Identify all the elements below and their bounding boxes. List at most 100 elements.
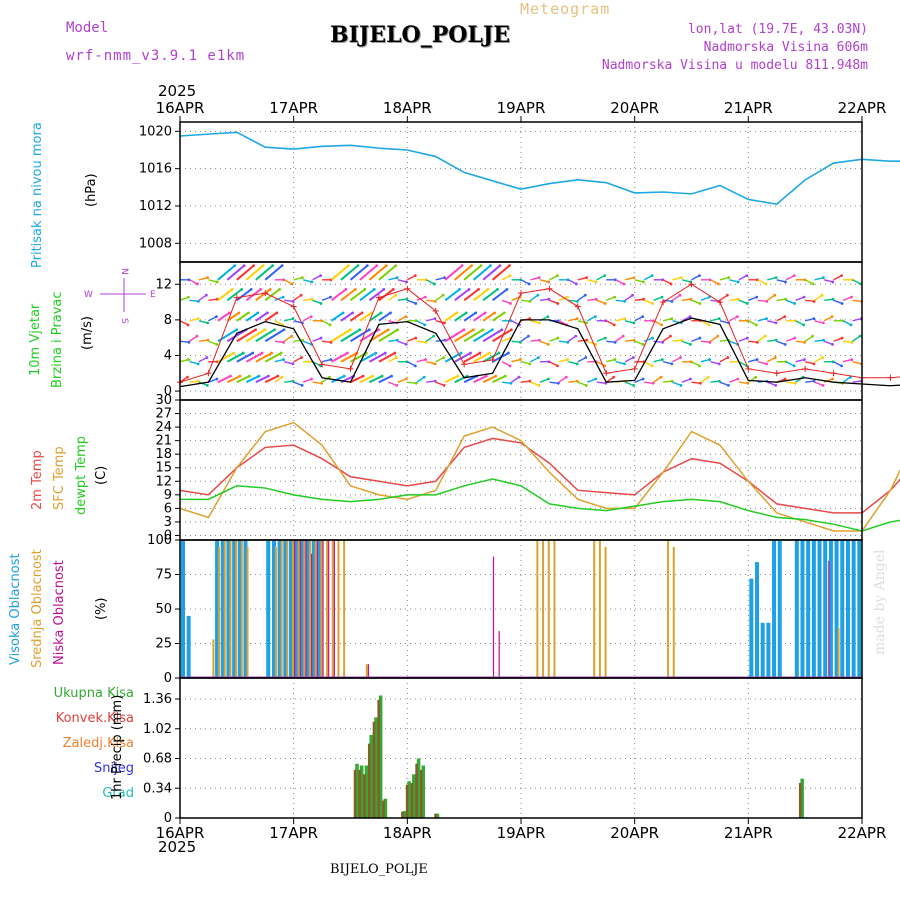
cloud-mid-bar <box>212 639 215 678</box>
wind-arrow-head <box>374 351 378 355</box>
precip-conv-bar <box>415 763 418 818</box>
day-label-bottom: 18APR <box>383 824 432 842</box>
wind-arrow-head <box>820 293 824 297</box>
wind-arrow-head <box>252 264 256 268</box>
wind-arrow <box>387 294 397 301</box>
wind-arrow <box>312 299 322 305</box>
wind-arrow-head <box>442 356 446 359</box>
y-tick-label: 25 <box>155 637 172 652</box>
wind-arrow-head <box>821 383 825 387</box>
wind-arrow-head <box>564 375 568 379</box>
wind-gust-marker <box>802 365 809 372</box>
wind-arrow-head <box>280 264 284 268</box>
wind-arrow <box>359 312 373 322</box>
day-label-top: 21APR <box>724 99 773 117</box>
wind-speed-line <box>179 317 900 388</box>
wind-arrow <box>568 380 578 383</box>
wind-arrow <box>340 264 359 281</box>
wind-arrow <box>662 317 672 322</box>
wind-arrow-head <box>443 321 446 325</box>
wind-arrow-head <box>391 287 395 291</box>
cloud-high-bar <box>755 562 760 678</box>
wind-arrow <box>530 320 540 324</box>
wind-arrow-head <box>345 351 349 355</box>
temp-2m-line <box>179 437 900 514</box>
wind-arrow-head <box>414 381 418 385</box>
wind-arrow-head <box>850 340 854 344</box>
wind-arrow-head <box>765 317 768 321</box>
wind-arrow-head <box>433 362 437 366</box>
wind-arrow <box>653 358 663 363</box>
wind-arrow <box>388 339 398 342</box>
wind-arrow <box>615 299 625 303</box>
wind-arrow-head <box>484 374 488 378</box>
wind-arrow-head <box>386 328 390 332</box>
wind-arrow-head <box>774 383 778 387</box>
wind-arrow <box>625 276 635 281</box>
wind-arrow <box>662 380 673 383</box>
wind-arrow <box>653 376 662 383</box>
wind-arrow-head <box>367 328 371 332</box>
wind-arrow-head <box>537 276 541 280</box>
wind-arrow <box>407 361 416 367</box>
day-label-bottom: 21APR <box>724 824 773 842</box>
wind-arrow <box>833 337 843 342</box>
wind-arrow-head <box>594 343 598 346</box>
wind-arrow <box>189 299 199 303</box>
wind-arrow-head <box>811 282 815 286</box>
wind-arrow-head <box>363 287 367 291</box>
wind-arrow-head <box>603 274 607 278</box>
wind-arrow <box>255 328 276 343</box>
wind-arrow <box>425 335 435 342</box>
wind-arrow-head <box>622 282 626 286</box>
wind-arrow <box>757 299 767 303</box>
wind-arrow-head <box>669 282 673 286</box>
wind-arrow-head <box>660 358 664 361</box>
y-tick-label: 50 <box>155 602 172 617</box>
wind-arrow <box>577 381 587 387</box>
wind-arrow-head <box>575 317 579 321</box>
cloud-mid-bar <box>365 664 368 678</box>
wind-arrow <box>567 335 577 342</box>
precip-hail-label: Grad <box>102 786 134 801</box>
wind-arrow <box>444 312 458 322</box>
cloud-low-bar <box>492 556 495 678</box>
wind-arrow <box>785 361 795 367</box>
y-tick-label: 9 <box>164 488 172 503</box>
wind-gust-marker <box>716 299 723 306</box>
wind-arrow-head <box>707 375 710 379</box>
wind-arrow <box>634 340 644 346</box>
wind-arrow-head <box>413 274 417 278</box>
wind-arrow <box>842 320 852 326</box>
wind-arrow <box>416 320 426 326</box>
precip-total-bar <box>364 765 369 818</box>
wind-arrow <box>302 279 313 283</box>
compass-n: N <box>119 268 129 275</box>
wind-arrow-head <box>517 375 521 379</box>
wind-arrow <box>606 358 616 363</box>
wind-arrow <box>681 279 691 283</box>
wind-gust-marker <box>887 374 894 381</box>
wind-arrow-head <box>641 315 645 319</box>
wind-arrow-head <box>566 358 570 361</box>
day-label-bottom: 17APR <box>269 824 318 842</box>
wind-arrow <box>700 320 710 326</box>
wind-arrow-head <box>745 274 749 278</box>
wind-arrow-head <box>291 317 295 321</box>
y-tick-label: 12 <box>155 474 172 489</box>
wind-arrow-head <box>300 356 304 359</box>
wind-arrow <box>226 288 243 302</box>
wind-arrow-head <box>229 374 232 378</box>
wind-arrow <box>397 298 407 301</box>
wind-arrow <box>359 352 377 363</box>
wind-arrow-head <box>423 295 427 299</box>
wind-arrow <box>785 337 795 342</box>
wind-arrow <box>378 375 392 384</box>
wind-arrow-head <box>821 356 825 359</box>
wind-arrow-head <box>257 374 261 378</box>
wind-arrow <box>368 264 387 281</box>
wind-arrow <box>738 337 748 342</box>
wind-arrow-head <box>831 343 834 346</box>
cloud-low-bar <box>498 631 500 678</box>
wind-arrow <box>303 298 313 301</box>
